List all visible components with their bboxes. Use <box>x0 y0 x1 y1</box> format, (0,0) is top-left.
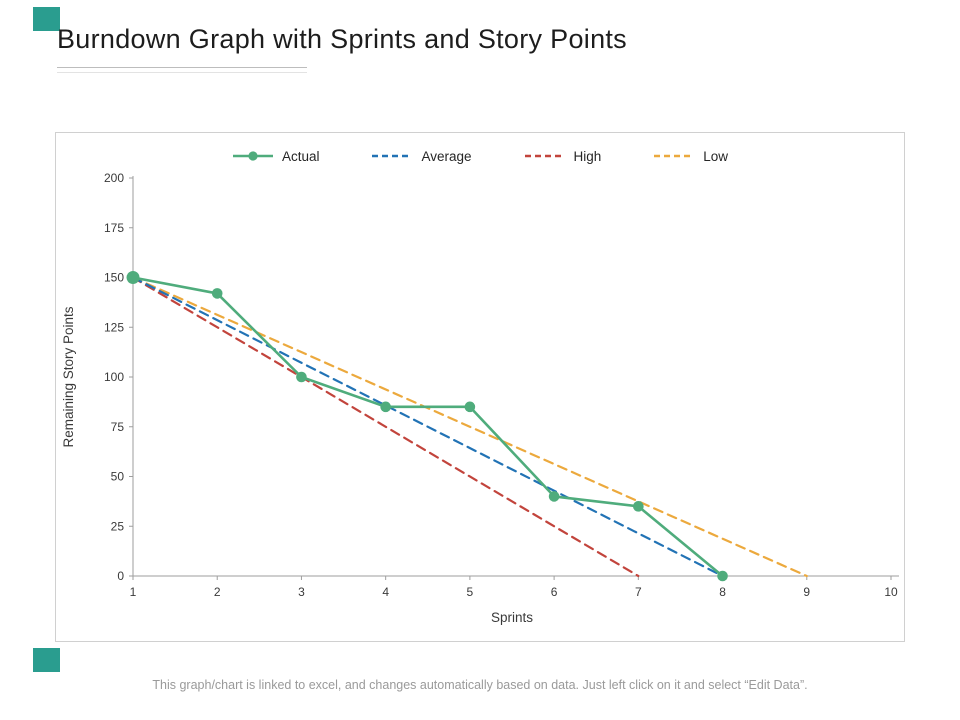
y-tick-label: 75 <box>111 420 125 434</box>
x-tick-label: 4 <box>382 585 389 599</box>
series-marker-actual <box>548 491 560 502</box>
series-line-low <box>131 276 808 578</box>
series-marker-actual <box>296 371 307 383</box>
x-tick-label: 5 <box>467 585 474 599</box>
x-tick-label: 10 <box>884 585 898 599</box>
series-line-average <box>131 276 724 578</box>
y-tick-label: 175 <box>104 221 124 235</box>
x-tick-label: 1 <box>130 585 137 599</box>
series-marker-actual <box>211 288 223 299</box>
x-tick-label: 7 <box>635 585 642 599</box>
y-tick-label: 200 <box>104 171 124 185</box>
y-tick-label: 100 <box>104 370 124 384</box>
series-marker-actual <box>464 401 476 413</box>
page-title: Burndown Graph with Sprints and Story Po… <box>57 24 627 54</box>
x-tick-label: 2 <box>214 585 221 599</box>
legend-label: Actual <box>281 148 320 164</box>
series-marker-actual <box>380 401 391 413</box>
legend-sample-average-icon <box>372 154 413 158</box>
legend-label: High <box>573 148 602 164</box>
x-tick-label: 9 <box>803 585 810 599</box>
title-underline <box>57 67 307 73</box>
y-tick-label: 25 <box>111 519 125 533</box>
legend-item-actual: Actual <box>232 148 320 164</box>
x-tick-label: 8 <box>719 585 726 599</box>
legend-item-high: High <box>524 148 602 164</box>
y-tick-label: 150 <box>104 271 124 285</box>
legend-sample-high-icon <box>524 154 565 158</box>
series-marker-actual <box>717 570 728 582</box>
chart-frame: Actual Average High Low 0 25 50 75 100 125 150 175… <box>55 132 905 642</box>
y-tick-label: 50 <box>111 470 125 484</box>
x-tick-label: 3 <box>298 585 305 599</box>
legend-label: Average <box>421 148 472 164</box>
y-tick-label: 125 <box>104 320 124 334</box>
accent-square-top-left <box>33 7 60 31</box>
series-line-high <box>131 276 640 578</box>
chart-legend: Actual Average High Low <box>56 142 904 170</box>
legend-item-average: Average <box>371 148 472 164</box>
legend-item-low: Low <box>653 149 728 164</box>
accent-square-bottom-left <box>33 648 60 672</box>
chart-svg[interactable]: 0 25 50 75 100 125 150 175 200 1 2 3 4 5 6 7 8 9 10 Sprints… <box>57 170 903 630</box>
y-axis-title: Remaining Story Points <box>61 306 76 447</box>
chart-footer-note: This graph/chart is linked to excel, and… <box>152 678 808 692</box>
series-marker-actual <box>126 271 140 284</box>
legend-sample-actual-icon <box>232 151 273 161</box>
legend-label: Low <box>703 148 729 164</box>
x-tick-label: 6 <box>551 585 558 599</box>
x-axis-title: Sprints <box>491 610 533 625</box>
legend-sample-low-icon <box>654 154 695 158</box>
series-line-actual <box>131 276 724 578</box>
series-marker-actual <box>633 501 644 512</box>
y-tick-label: 0 <box>117 569 124 583</box>
